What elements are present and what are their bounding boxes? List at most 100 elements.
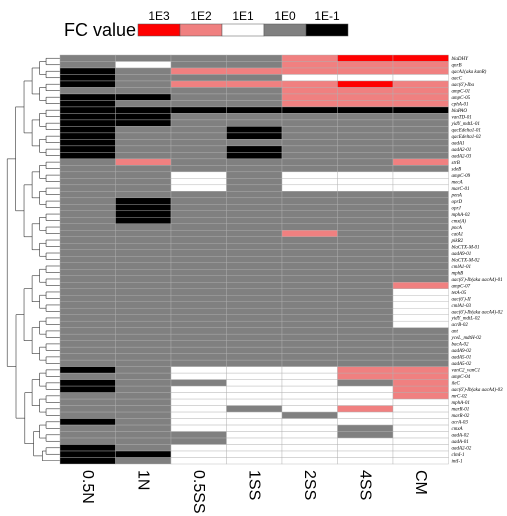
- heatmap-cell: [281, 145, 338, 153]
- heatmap-cell: [281, 132, 338, 140]
- row-label: pncA: [451, 226, 463, 231]
- heatmap-cell: [115, 197, 172, 205]
- heatmap-cell: [226, 346, 283, 354]
- heatmap-cell: [281, 87, 338, 95]
- heatmap-cell: [170, 87, 227, 95]
- heatmap-cell: [392, 165, 449, 173]
- heatmap-cell: [59, 178, 116, 186]
- heatmap-cell: [226, 80, 283, 88]
- heatmap-cell: [59, 327, 116, 335]
- heatmap-cell: [59, 424, 116, 432]
- heatmap-cell: [226, 100, 283, 108]
- heatmap-cell: [115, 243, 172, 250]
- legend-swatch: [137, 23, 181, 37]
- row-label: mecA: [452, 180, 464, 185]
- legend-swatch: [305, 23, 349, 37]
- heatmap-cell: [226, 275, 283, 283]
- heatmap-cell: [281, 359, 338, 367]
- heatmap-cell: [59, 366, 116, 374]
- heatmap-cell: [337, 93, 394, 101]
- heatmap-cell: [59, 301, 116, 309]
- heatmap-cell: [392, 61, 449, 69]
- heatmap-cell: [59, 54, 116, 62]
- heatmap-cell: [170, 353, 227, 361]
- row-label: cmx(A): [452, 219, 467, 224]
- heatmap-cell: [115, 165, 172, 173]
- heatmap-cell: [281, 405, 338, 413]
- heatmap-cell: [59, 171, 116, 179]
- legend-tick-label: 1E1: [232, 9, 254, 23]
- row-label: marR-01: [452, 408, 470, 413]
- heatmap-cell: [115, 223, 172, 231]
- heatmap-cell: [170, 288, 227, 296]
- heatmap-cell: [226, 340, 283, 348]
- heatmap-cell: [59, 457, 116, 465]
- heatmap-cell: [281, 385, 338, 393]
- heatmap-cell: [59, 288, 116, 296]
- heatmap-cell: [392, 353, 449, 361]
- heatmap-cell: [170, 444, 227, 452]
- heatmap-cell: [115, 230, 172, 237]
- heatmap-cell: [392, 126, 449, 134]
- heatmap-cell: [170, 74, 227, 82]
- heatmap-cell: [281, 119, 338, 127]
- heatmap-cell: [281, 424, 338, 432]
- row-label: aac(6')-Ib(aka aacA4)-02: [452, 310, 504, 315]
- heatmap-cell: [170, 333, 227, 341]
- heatmap-cell: [226, 450, 283, 458]
- heatmap-cell: [115, 262, 172, 270]
- heatmap-cell: [115, 132, 172, 140]
- heatmap-cell: [115, 184, 172, 192]
- row-label: aac(6')-Iba: [452, 83, 475, 88]
- heatmap-cell: [281, 93, 338, 101]
- heatmap-cell: [59, 269, 116, 276]
- heatmap-cell: [115, 204, 172, 212]
- legend-tick-label: 1E3: [148, 9, 170, 23]
- heatmap-cell: [170, 450, 227, 458]
- row-label: sdeB: [452, 167, 462, 172]
- heatmap-cell: [170, 346, 227, 354]
- heatmap-cell: [115, 379, 172, 387]
- heatmap-cell: [226, 152, 283, 160]
- legend-tick-label: 1E2: [190, 9, 212, 23]
- heatmap-cell: [226, 132, 283, 140]
- heatmap-cell: [170, 301, 227, 309]
- heatmap-cell: [281, 100, 338, 108]
- heatmap-cell: [337, 411, 394, 419]
- heatmap-cell: [170, 139, 227, 147]
- heatmap-cell: [392, 236, 449, 244]
- heatmap-cell: [337, 184, 394, 192]
- heatmap-cell: [226, 223, 283, 231]
- heatmap-cell: [59, 392, 116, 400]
- heatmap-cell: [281, 366, 338, 374]
- heatmap-cell: [392, 171, 449, 179]
- heatmap-cell: [281, 275, 338, 283]
- heatmap-cell: [226, 392, 283, 400]
- heatmap-cell: [115, 314, 172, 322]
- heatmap-cell: [392, 256, 449, 263]
- row-label: aadA5-01: [452, 356, 472, 361]
- heatmap-cell: [59, 450, 116, 458]
- row-label: vanTD-01: [452, 115, 472, 120]
- heatmap-cell: [392, 295, 449, 302]
- heatmap-cell: [170, 230, 227, 237]
- heatmap-cell: [170, 431, 227, 439]
- heatmap-cell: [226, 444, 283, 452]
- heatmap-cell: [392, 282, 449, 289]
- heatmap-cell: [337, 145, 394, 153]
- heatmap-cell: [59, 74, 116, 82]
- heatmap-cell: [115, 340, 172, 348]
- heatmap-cell: [281, 223, 338, 231]
- heatmap-cell: [115, 269, 172, 276]
- heatmap-cell: [59, 320, 116, 328]
- heatmap-cell: [115, 249, 172, 257]
- heatmap-cell: [392, 74, 449, 82]
- heatmap-cell: [59, 314, 116, 322]
- heatmap-cell: [115, 119, 172, 127]
- heatmap-cell: [226, 424, 283, 432]
- heatmap-cell: [337, 249, 394, 257]
- heatmap-cell: [392, 379, 449, 387]
- heatmap-cell: [392, 275, 449, 283]
- heatmap-cell: [115, 54, 172, 62]
- heatmap-cell: [337, 126, 394, 134]
